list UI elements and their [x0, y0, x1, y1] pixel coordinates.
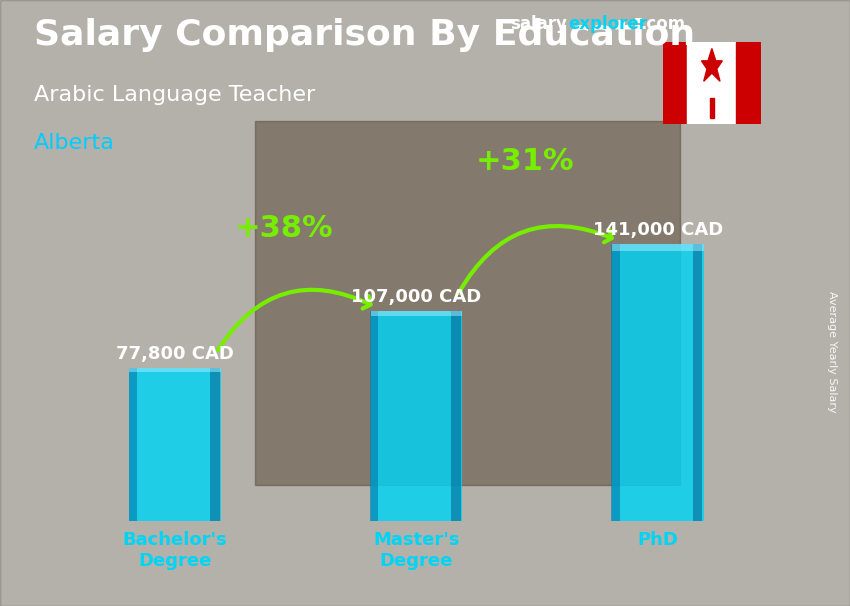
Bar	[255, 121, 680, 485]
Text: .com: .com	[640, 15, 685, 33]
Bar	[663, 42, 688, 124]
Text: 141,000 CAD: 141,000 CAD	[592, 221, 722, 239]
Bar	[128, 368, 137, 521]
Text: salary: salary	[510, 15, 567, 33]
Bar	[451, 311, 462, 521]
Text: Average Yearly Salary: Average Yearly Salary	[827, 291, 837, 412]
Text: 107,000 CAD: 107,000 CAD	[351, 288, 482, 306]
Bar	[612, 244, 704, 251]
Bar	[688, 42, 736, 124]
Text: Alberta: Alberta	[34, 133, 115, 153]
Text: +38%: +38%	[235, 214, 333, 243]
Bar	[693, 244, 702, 521]
Bar	[371, 311, 462, 316]
Text: Salary Comparison By Education: Salary Comparison By Education	[34, 18, 695, 52]
Bar	[129, 368, 221, 372]
Bar	[129, 368, 221, 521]
Text: explorer: explorer	[568, 15, 647, 33]
Bar	[612, 244, 704, 521]
Bar	[611, 244, 620, 521]
Text: 77,800 CAD: 77,800 CAD	[116, 345, 234, 364]
Bar	[736, 42, 761, 124]
Text: Arabic Language Teacher: Arabic Language Teacher	[34, 85, 315, 105]
Text: +31%: +31%	[476, 147, 575, 176]
Bar	[210, 368, 220, 521]
Bar	[371, 311, 462, 521]
Polygon shape	[701, 48, 722, 81]
Polygon shape	[710, 98, 714, 118]
Bar	[370, 311, 378, 521]
